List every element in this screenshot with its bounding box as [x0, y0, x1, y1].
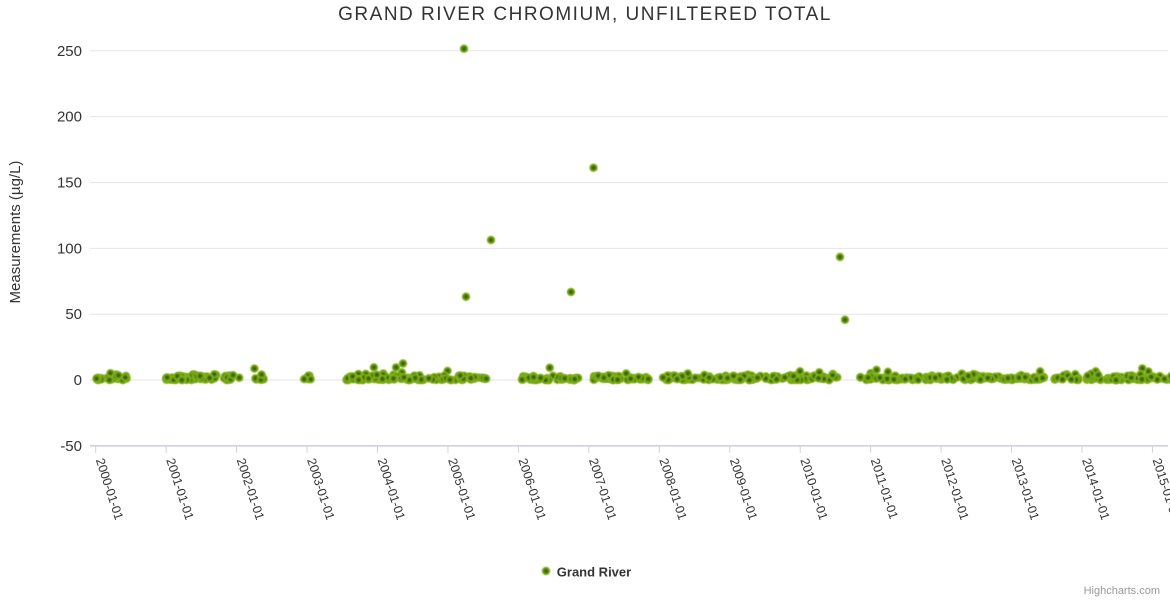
svg-text:200: 200: [57, 109, 82, 126]
svg-text:100: 100: [57, 240, 82, 257]
svg-text:-50: -50: [60, 438, 82, 455]
svg-text:250: 250: [57, 43, 82, 60]
svg-text:50: 50: [65, 306, 82, 323]
svg-text:0: 0: [74, 372, 82, 389]
svg-text:150: 150: [57, 174, 82, 191]
